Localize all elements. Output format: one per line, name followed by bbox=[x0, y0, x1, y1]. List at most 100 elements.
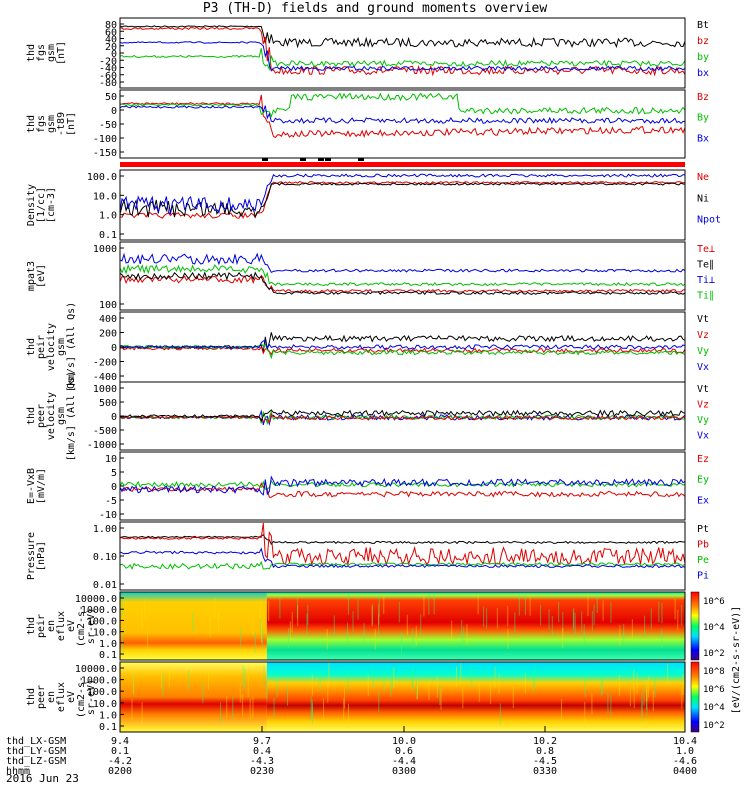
heatmap-streak bbox=[310, 696, 312, 718]
heatmap-streak bbox=[623, 623, 625, 645]
legend-entry: by bbox=[697, 52, 709, 63]
series-line-7-2 bbox=[119, 560, 686, 571]
y-tick-label: 0 bbox=[111, 482, 117, 493]
y-axis-label-line: [nT] bbox=[56, 41, 67, 65]
y-axis-label-line: thd bbox=[26, 407, 37, 425]
y-tick-label: 400 bbox=[99, 314, 117, 325]
heatmap-streak bbox=[583, 624, 585, 645]
heatmap-streak bbox=[654, 676, 656, 698]
heatmap-streak bbox=[420, 613, 422, 635]
heatmap-streak bbox=[347, 594, 349, 615]
heatmap-streak bbox=[357, 599, 359, 620]
heatmap-streak bbox=[192, 611, 194, 633]
x-axis-value: 0400 bbox=[673, 766, 697, 777]
y-tick-label: -60 bbox=[99, 71, 117, 82]
heatmap-streak bbox=[607, 692, 609, 714]
heatmap-streak bbox=[641, 700, 643, 722]
heatmap-streak bbox=[287, 684, 289, 706]
heatmap-streak bbox=[141, 702, 143, 724]
legend-entry: Bx bbox=[697, 133, 709, 144]
heatmap-streak bbox=[667, 663, 669, 685]
heatmap-streak bbox=[540, 604, 542, 626]
heatmap-streak bbox=[328, 662, 330, 684]
legend-entry: Vz bbox=[697, 400, 709, 411]
heatmap-streak bbox=[650, 608, 652, 629]
y-tick-label: 1.0 bbox=[99, 639, 117, 650]
heatmap-streak bbox=[574, 612, 576, 634]
heatmap-region-pre-9 bbox=[120, 662, 267, 732]
y-tick-label: 10.0 bbox=[93, 699, 117, 710]
heatmap-region-post-8 bbox=[266, 592, 685, 660]
legend-entry: Pt bbox=[697, 524, 709, 535]
y-axis-label-line: Density bbox=[26, 184, 37, 226]
y-tick-label: 0.01 bbox=[93, 580, 117, 591]
heatmap-streak bbox=[633, 687, 635, 709]
legend-entry: Ti⊥ bbox=[697, 275, 715, 286]
legend-entry: Vt bbox=[697, 384, 709, 395]
heatmap-streak bbox=[610, 602, 612, 623]
y-tick-label: 10.0 bbox=[93, 191, 117, 202]
heatmap-streak bbox=[641, 693, 643, 715]
x-axis-row-name: hhmm bbox=[6, 766, 30, 777]
y-tick-label: 10000.0 bbox=[75, 664, 117, 675]
heatmap-streak bbox=[239, 681, 241, 703]
panel-frame-0 bbox=[119, 17, 686, 89]
legend-entry: Vz bbox=[697, 330, 709, 341]
legend-entry: By bbox=[697, 113, 709, 124]
heatmap-streak bbox=[121, 631, 123, 653]
heatmap-streak bbox=[619, 625, 621, 646]
x-axis-row-name: thd_LY-GSM bbox=[6, 746, 66, 757]
legend-entry: Vy bbox=[697, 346, 709, 357]
heatmap-streak bbox=[214, 597, 216, 619]
y-axis-label-line: sr-eV) bbox=[86, 679, 97, 715]
y-axis-label-line: en bbox=[46, 691, 57, 703]
heatmap-streak bbox=[439, 684, 441, 706]
heatmap-streak bbox=[644, 615, 646, 637]
colorbar-label: [eV/(cm2-s-sr-eV)] bbox=[731, 606, 742, 714]
series-line-2-2 bbox=[119, 173, 685, 215]
legend-entry: bx bbox=[697, 68, 709, 79]
heatmap-streak bbox=[629, 685, 631, 707]
y-tick-label: 1.0 bbox=[99, 211, 117, 222]
heatmap-streak bbox=[279, 598, 281, 619]
y-tick-label: 10.0 bbox=[93, 628, 117, 639]
x-axis-value: 9.4 bbox=[111, 736, 129, 747]
legend-entry: Ti∥ bbox=[697, 291, 714, 302]
heatmap-streak bbox=[646, 695, 648, 717]
heatmap-streak bbox=[681, 605, 683, 626]
x-axis-value: 0200 bbox=[108, 766, 132, 777]
x-axis-value: -4.5 bbox=[533, 756, 557, 767]
heatmap-streak bbox=[311, 674, 313, 696]
legend-entry: Vy bbox=[697, 415, 709, 426]
heatmap-streak bbox=[428, 594, 430, 615]
y-axis-label-line: gsm bbox=[46, 115, 57, 133]
heatmap-streak bbox=[451, 620, 453, 642]
x-axis-row-name: thd_LZ-GSM bbox=[6, 756, 66, 767]
heatmap-streak bbox=[534, 665, 536, 687]
heatmap-streak bbox=[306, 613, 308, 634]
y-axis-label-line: peir bbox=[36, 614, 47, 638]
y-axis-label-line: [cm-3] bbox=[46, 187, 57, 223]
heatmap-streak bbox=[471, 666, 473, 688]
page-title: P3 (TH-D) fields and ground moments over… bbox=[202, 1, 548, 16]
heatmap-streak bbox=[593, 604, 595, 625]
legend-entry: Ne bbox=[697, 172, 709, 183]
y-axis-label-line: [eV] bbox=[36, 264, 47, 288]
y-tick-label: 1.00 bbox=[93, 524, 117, 535]
series-line-0-1 bbox=[119, 26, 686, 77]
heatmap-streak bbox=[633, 669, 635, 691]
series-line-6-2 bbox=[119, 475, 686, 496]
y-tick-label: 0.1 bbox=[99, 650, 117, 661]
heatmap-streak bbox=[602, 673, 604, 695]
heatmap-streak bbox=[367, 675, 369, 697]
heatmap-streak bbox=[347, 670, 349, 692]
y-axis-label-line: [km/s] (All Qs) bbox=[66, 371, 77, 461]
heatmap-streak bbox=[560, 698, 562, 720]
x-axis-value: 10.2 bbox=[533, 736, 557, 747]
heatmap-streak bbox=[643, 684, 645, 706]
heatmap-streak bbox=[263, 665, 265, 687]
y-axis-label-line: eflux bbox=[56, 682, 67, 712]
heatmap-streak bbox=[188, 669, 190, 691]
y-tick-label: 0.1 bbox=[99, 230, 117, 241]
heatmap-streak bbox=[596, 592, 598, 614]
